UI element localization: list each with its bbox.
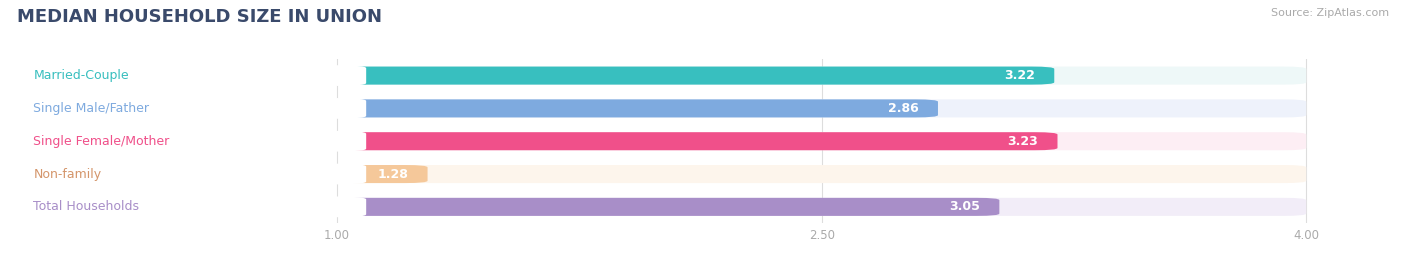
FancyBboxPatch shape [14, 198, 1000, 216]
FancyBboxPatch shape [11, 131, 366, 152]
FancyBboxPatch shape [14, 99, 1306, 118]
Text: 3.23: 3.23 [1007, 135, 1038, 148]
FancyBboxPatch shape [14, 66, 1054, 85]
Text: 2.86: 2.86 [887, 102, 918, 115]
FancyBboxPatch shape [14, 99, 938, 118]
Text: Married-Couple: Married-Couple [34, 69, 129, 82]
FancyBboxPatch shape [14, 132, 1057, 150]
FancyBboxPatch shape [14, 165, 427, 183]
FancyBboxPatch shape [14, 66, 1306, 85]
Text: 1.28: 1.28 [377, 168, 408, 180]
FancyBboxPatch shape [11, 98, 366, 119]
FancyBboxPatch shape [11, 65, 366, 86]
Text: Non-family: Non-family [34, 168, 101, 180]
Text: Single Male/Father: Single Male/Father [34, 102, 149, 115]
Text: Source: ZipAtlas.com: Source: ZipAtlas.com [1271, 8, 1389, 18]
Text: 3.22: 3.22 [1004, 69, 1035, 82]
FancyBboxPatch shape [14, 198, 1306, 216]
Text: 3.05: 3.05 [949, 200, 980, 213]
FancyBboxPatch shape [11, 164, 366, 185]
Text: Single Female/Mother: Single Female/Mother [34, 135, 170, 148]
FancyBboxPatch shape [14, 165, 1306, 183]
Text: MEDIAN HOUSEHOLD SIZE IN UNION: MEDIAN HOUSEHOLD SIZE IN UNION [17, 8, 382, 26]
FancyBboxPatch shape [14, 132, 1306, 150]
Text: Total Households: Total Households [34, 200, 139, 213]
FancyBboxPatch shape [11, 196, 366, 217]
